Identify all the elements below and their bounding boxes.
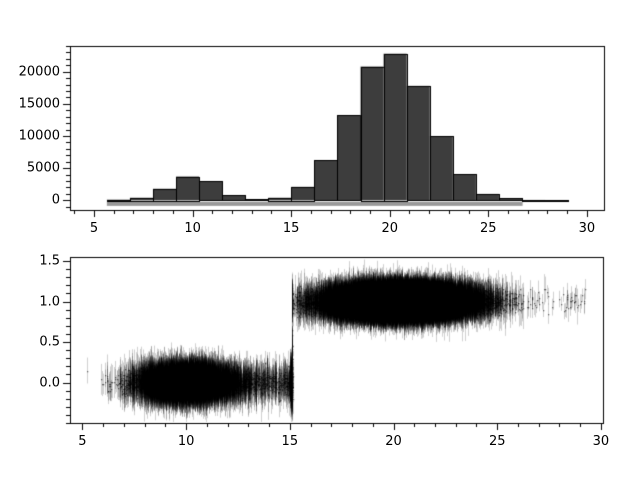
y-tick-label: 5000 [26,160,60,176]
x-tick-label: 20 [385,434,402,449]
y-tick-label: 0 [51,192,60,208]
y-tick-label: 20000 [18,64,60,80]
x-tick-label: 15 [282,221,300,236]
y-tick-label: 0.0 [39,375,60,390]
x-tick-label: 30 [578,221,596,236]
y-tick-label: 1.0 [39,294,60,310]
x-tick-label: 10 [177,434,195,449]
x-tick-label: 5 [89,221,99,236]
x-tick-label: 15 [281,434,299,449]
x-tick-label: 5 [78,434,87,449]
x-tick-label: 10 [184,221,201,236]
y-tick-label: 10000 [18,128,60,144]
x-tick-label: 25 [480,221,497,236]
y-tick-label: 15000 [18,96,60,112]
x-tick-label: 20 [381,221,398,236]
y-tick-label: 0.5 [39,334,60,350]
y-tick-label: 1.5 [39,253,60,269]
x-tick-label: 30 [592,434,610,449]
x-tick-label: 25 [488,434,506,449]
